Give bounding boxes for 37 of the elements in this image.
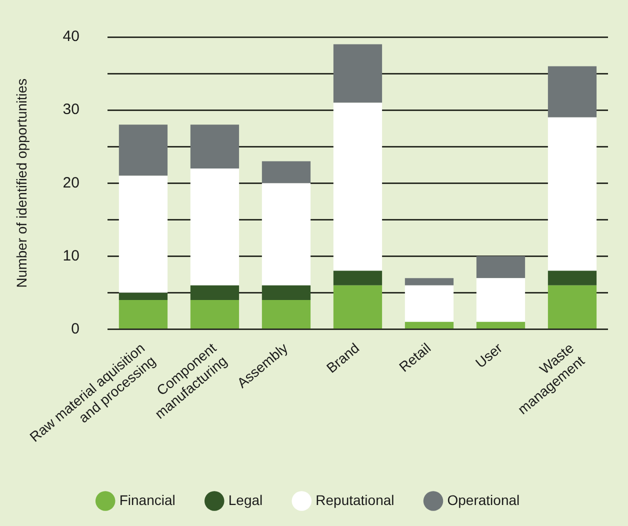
bar [548, 270, 597, 286]
bar [118, 124, 168, 176]
bar [190, 300, 240, 328]
bar [476, 278, 526, 322]
bar [548, 285, 597, 328]
bar [190, 124, 240, 169]
bar [190, 168, 240, 286]
y-tick-label: 0 [71, 320, 80, 338]
bar [262, 183, 311, 286]
bar [333, 270, 382, 286]
bar [262, 285, 311, 300]
bar [118, 300, 168, 328]
x-tick-label: User [472, 339, 506, 371]
bar [333, 285, 382, 328]
bar [118, 292, 168, 300]
legend-label: Legal [228, 492, 263, 508]
bar [333, 44, 382, 103]
bar [262, 161, 311, 184]
legend-label: Reputational [316, 492, 394, 508]
bar [333, 102, 382, 271]
bar [548, 66, 597, 118]
y-tick-label: 30 [62, 101, 80, 118]
legend-label: Financial [119, 492, 176, 508]
bar [190, 285, 240, 300]
bar [404, 322, 454, 328]
bar [548, 117, 597, 271]
bar [118, 176, 168, 293]
legend-label: Operational [447, 492, 520, 508]
y-tick-label: 20 [62, 174, 80, 192]
y-tick-label: 10 [62, 247, 80, 264]
y-tick-label: 40 [62, 28, 80, 46]
bar [262, 300, 311, 328]
bar [404, 278, 454, 286]
bar [476, 256, 526, 278]
bar [476, 322, 526, 328]
bar [404, 285, 454, 322]
y-axis-title: Number of identified opportunities [13, 78, 30, 288]
